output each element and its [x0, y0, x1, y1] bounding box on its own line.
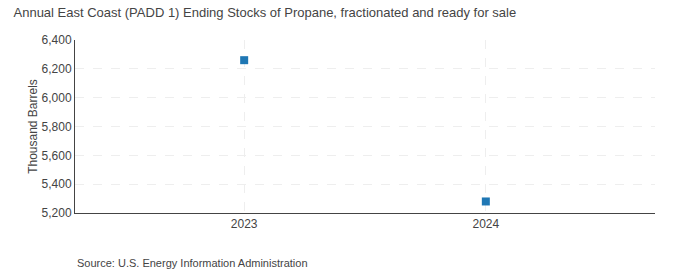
svg-text:6,000: 6,000: [42, 91, 72, 105]
svg-text:Thousand Barrels: Thousand Barrels: [26, 79, 40, 174]
svg-text:5,200: 5,200: [42, 206, 72, 220]
svg-text:6,400: 6,400: [42, 33, 72, 47]
svg-text:5,400: 5,400: [42, 177, 72, 191]
svg-text:5,600: 5,600: [42, 149, 72, 163]
svg-text:2024: 2024: [472, 217, 499, 231]
svg-text:5,800: 5,800: [42, 120, 72, 134]
svg-text:Annual East Coast (PADD 1) End: Annual East Coast (PADD 1) Ending Stocks…: [14, 5, 517, 20]
svg-text:6,200: 6,200: [42, 62, 72, 76]
svg-text:2023: 2023: [231, 217, 258, 231]
svg-text:Source: U.S. Energy Informatio: Source: U.S. Energy Information Administ…: [77, 257, 308, 269]
